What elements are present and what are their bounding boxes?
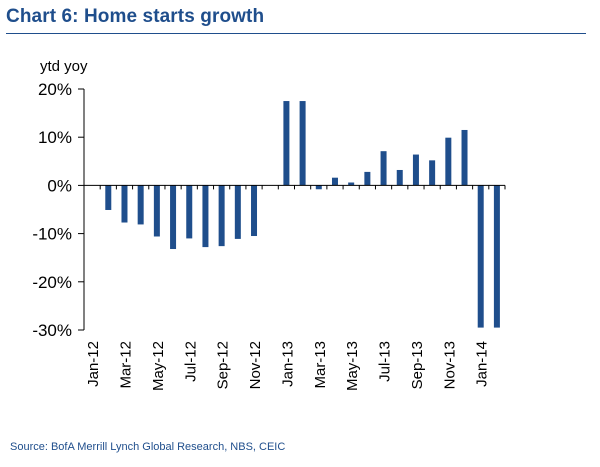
- axes: [83, 89, 506, 330]
- bar: [331, 177, 338, 186]
- bar: [299, 101, 306, 186]
- bar: [202, 185, 209, 248]
- x-tick-label: Nov-12: [247, 341, 264, 389]
- x-tick-label: Sep-12: [215, 341, 232, 389]
- x-tick-label: Jan-12: [85, 341, 102, 387]
- bars: [105, 101, 500, 328]
- bar: [251, 185, 258, 237]
- source-note: Source: BofA Merrill Lynch Global Resear…: [10, 441, 286, 453]
- x-ticks: Jan-12 Mar-12 May-12 Jul-12 Sep-12 Nov-12 Jan-…: [85, 341, 491, 391]
- y-tick-label: 10%: [38, 128, 72, 147]
- bar: [364, 171, 371, 186]
- bar: [234, 185, 241, 239]
- x-tick-label: May-13: [344, 341, 361, 391]
- x-tick-label: Nov-13: [441, 341, 458, 389]
- y-tick-label: -10%: [32, 225, 72, 244]
- x-tick-label: Mar-13: [312, 341, 329, 389]
- y-axis-label: ytd yoy: [40, 58, 88, 75]
- bar: [137, 185, 144, 225]
- bar: [493, 185, 500, 328]
- title-divider: [6, 33, 586, 34]
- bar: [477, 185, 484, 328]
- bar: [315, 185, 322, 190]
- x-tick-label: May-12: [150, 341, 167, 391]
- chart-title: Chart 6: Home starts growth: [6, 6, 265, 27]
- bar: [380, 151, 387, 186]
- y-tick-label: 20%: [38, 80, 72, 99]
- bar: [412, 154, 419, 186]
- y-tick-label: -30%: [32, 321, 72, 340]
- x-tick-label: Jan-14: [474, 341, 491, 387]
- bar: [218, 185, 225, 247]
- bar: [283, 101, 290, 186]
- bar: [105, 185, 112, 210]
- x-tick-label: Jul-13: [377, 341, 394, 382]
- bar: [396, 169, 403, 186]
- bar: [445, 137, 452, 186]
- y-ticks: 20% 10% 0% -10% -20% -30%: [32, 80, 84, 340]
- bar: [121, 185, 128, 223]
- x-tick-label: Mar-12: [117, 341, 134, 389]
- bar: [461, 129, 468, 186]
- bar: [429, 160, 436, 186]
- x-tick-label: Jan-13: [279, 341, 296, 387]
- bar: [348, 182, 355, 186]
- bar: [170, 185, 177, 250]
- bar: [153, 185, 160, 237]
- x-tick-label: Sep-13: [409, 341, 426, 389]
- x-tick-label: Jul-12: [182, 341, 199, 382]
- y-tick-label: 0%: [47, 176, 72, 195]
- bar: [186, 185, 193, 239]
- y-tick-label: -20%: [32, 273, 72, 292]
